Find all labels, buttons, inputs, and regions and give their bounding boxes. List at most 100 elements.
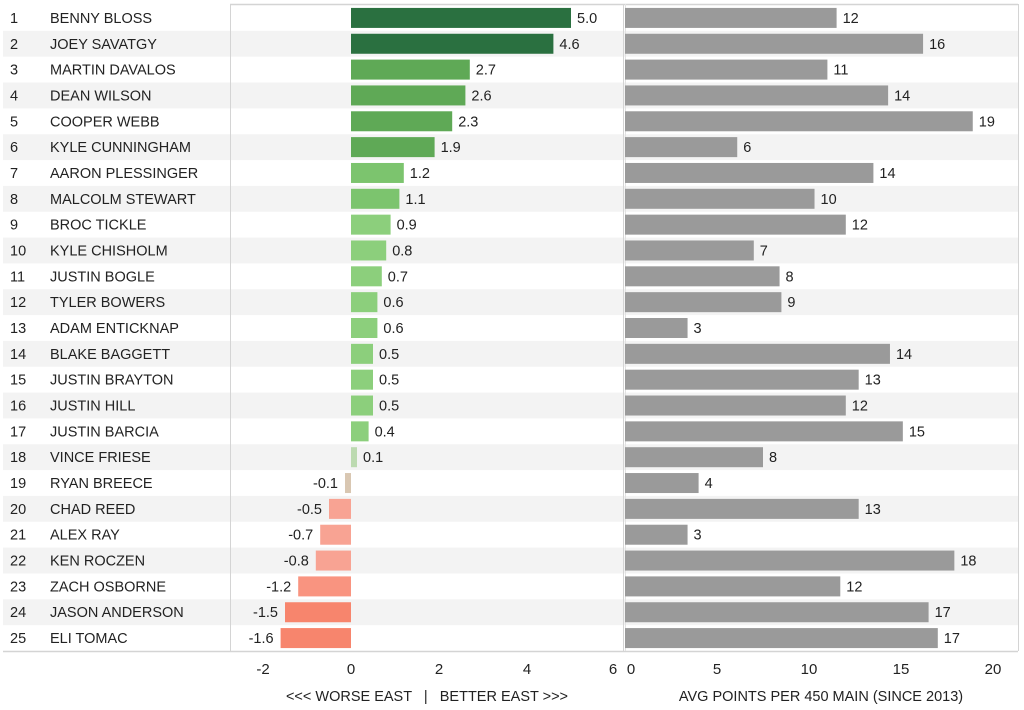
east-diff-bar: [315, 550, 351, 571]
rider-name-label: ZACH OSBORNE: [50, 579, 166, 595]
avg-points-value-label: 18: [960, 554, 976, 570]
avg-points-bar: [625, 524, 688, 545]
east-diff-value-label: -1.6: [249, 631, 274, 647]
east-diff-value-label: 0.8: [392, 243, 412, 259]
table-row: 22 KEN ROCZEN: [10, 554, 145, 570]
east-diff-bar: [351, 292, 378, 313]
east-diff-tick-label: 2: [435, 661, 443, 678]
avg-points-tick-label: 15: [893, 661, 910, 678]
east-diff-bar: [351, 214, 391, 235]
east-diff-bar: [329, 498, 351, 519]
avg-points-value-label: 4: [705, 476, 713, 492]
rider-name-label: KEN ROCZEN: [50, 554, 145, 570]
rank-label: 5: [10, 114, 18, 130]
row-stripe: [3, 289, 1018, 316]
table-row: 7 AARON PLESSINGER: [10, 166, 198, 182]
rank-label: 15: [10, 373, 26, 389]
avg-points-bar: [625, 85, 889, 106]
table-row: 20 CHAD REED: [10, 502, 135, 518]
table-row: 6 KYLE CUNNINGHAM: [10, 140, 191, 156]
east-diff-tick-label: 4: [523, 661, 531, 678]
east-diff-bar: [351, 137, 435, 158]
row-stripe: [3, 134, 1018, 161]
avg-points-value-label: 11: [833, 63, 848, 79]
avg-points-bar: [625, 318, 688, 338]
avg-points-bar: [625, 421, 903, 442]
table-row: 2 JOEY SAVATGY: [10, 37, 157, 53]
rank-label: 17: [10, 424, 26, 440]
avg-points-bar: [625, 369, 859, 390]
rider-name-label: JUSTIN BOGLE: [50, 269, 155, 285]
east-diff-value-label: 2.3: [458, 114, 478, 130]
east-diff-value-label: 0.6: [383, 295, 403, 311]
east-diff-bar: [351, 343, 373, 364]
east-diff-bar: [351, 188, 400, 209]
east-diff-tick-label: -2: [256, 661, 269, 678]
table-row: 23 ZACH OSBORNE: [10, 579, 166, 595]
avg-points-bars: 12 16 11 14 19 6 14 10 12 7 8 9 3 14 13 12 15 8 4 13 3 18 12 17…: [625, 7, 995, 649]
east-diff-bar: [351, 369, 373, 390]
east-diff-bar: [351, 162, 404, 183]
rider-name-label: MALCOLM STEWART: [50, 192, 196, 208]
avg-points-bar: [625, 137, 738, 158]
table-row: 10 KYLE CHISHOLM: [10, 243, 168, 259]
east-diff-value-label: 0.5: [379, 373, 399, 389]
east-diff-value-label: -0.8: [284, 554, 309, 570]
avg-points-bar: [625, 292, 782, 313]
table-row: 25 ELI TOMAC: [10, 631, 128, 647]
east-diff-value-label: 0.1: [363, 450, 383, 466]
table-row: 11 JUSTIN BOGLE: [10, 269, 155, 285]
avg-points-value-label: 8: [769, 450, 777, 466]
table-row: 15 JUSTIN BRAYTON: [10, 373, 174, 389]
table-row: 1 BENNY BLOSS: [10, 11, 152, 27]
east-diff-bar: [351, 111, 453, 132]
rows: 1 BENNY BLOSS 2 JOEY SAVATGY 3 MARTIN DAVALOS…: [10, 11, 198, 647]
avg-points-value-label: 10: [821, 192, 837, 208]
rider-name-label: JOEY SAVATGY: [50, 37, 157, 53]
east-diff-bar: [351, 240, 387, 261]
avg-points-value-label: 15: [909, 424, 925, 440]
rider-name-label: TYLER BOWERS: [50, 295, 165, 311]
table-row: 16 JUSTIN HILL: [10, 399, 135, 415]
east-diff-bar: [320, 524, 351, 545]
avg-points-value-label: 12: [843, 11, 859, 27]
rider-name-label: KYLE CHISHOLM: [50, 243, 168, 259]
avg-points-value-label: 3: [694, 528, 702, 544]
avg-points-value-label: 19: [979, 114, 995, 130]
east-diff-value-label: 0.5: [379, 399, 399, 415]
rank-label: 6: [10, 140, 18, 156]
avg-points-value-label: 8: [786, 269, 794, 285]
east-diff-bar: [351, 266, 382, 287]
avg-points-bar: [625, 7, 837, 28]
east-diff-value-label: 0.7: [388, 269, 408, 285]
avg-points-bar: [625, 576, 841, 597]
avg-points-bar: [625, 473, 699, 494]
row-stripe: [3, 237, 1018, 264]
east-diff-axis-title: <<< WORSE EAST | BETTER EAST >>>: [286, 689, 568, 705]
avg-points-bar: [625, 111, 973, 132]
rider-name-label: ADAM ENTICKNAP: [50, 321, 179, 337]
rider-name-label: JUSTIN HILL: [50, 399, 135, 415]
east-diff-bar: [351, 59, 470, 80]
avg-points-axis: 0 5 10 15 20: [627, 661, 1002, 678]
rank-label: 8: [10, 192, 18, 208]
avg-points-bar: [625, 59, 828, 80]
table-row: 8 MALCOLM STEWART: [10, 192, 196, 208]
rank-label: 20: [10, 502, 26, 518]
east-diff-value-label: -1.2: [266, 579, 291, 595]
avg-points-bar: [625, 447, 763, 468]
east-diff-value-label: 2.7: [476, 63, 496, 79]
table-row: 13 ADAM ENTICKNAP: [10, 321, 179, 337]
rider-name-label: CHAD REED: [50, 502, 135, 518]
avg-points-value-label: 9: [787, 295, 795, 311]
rank-label: 16: [10, 399, 26, 415]
east-diff-value-label: -0.1: [313, 476, 338, 492]
rider-name-label: DEAN WILSON: [50, 88, 152, 104]
east-diff-value-label: -1.5: [253, 605, 278, 621]
east-diff-value-label: -0.5: [297, 502, 322, 518]
rider-name-label: COOPER WEBB: [50, 114, 160, 130]
avg-points-bar: [625, 550, 955, 571]
row-stripe: [3, 185, 1018, 212]
avg-points-bar: [625, 188, 815, 209]
avg-points-bar: [625, 343, 890, 364]
